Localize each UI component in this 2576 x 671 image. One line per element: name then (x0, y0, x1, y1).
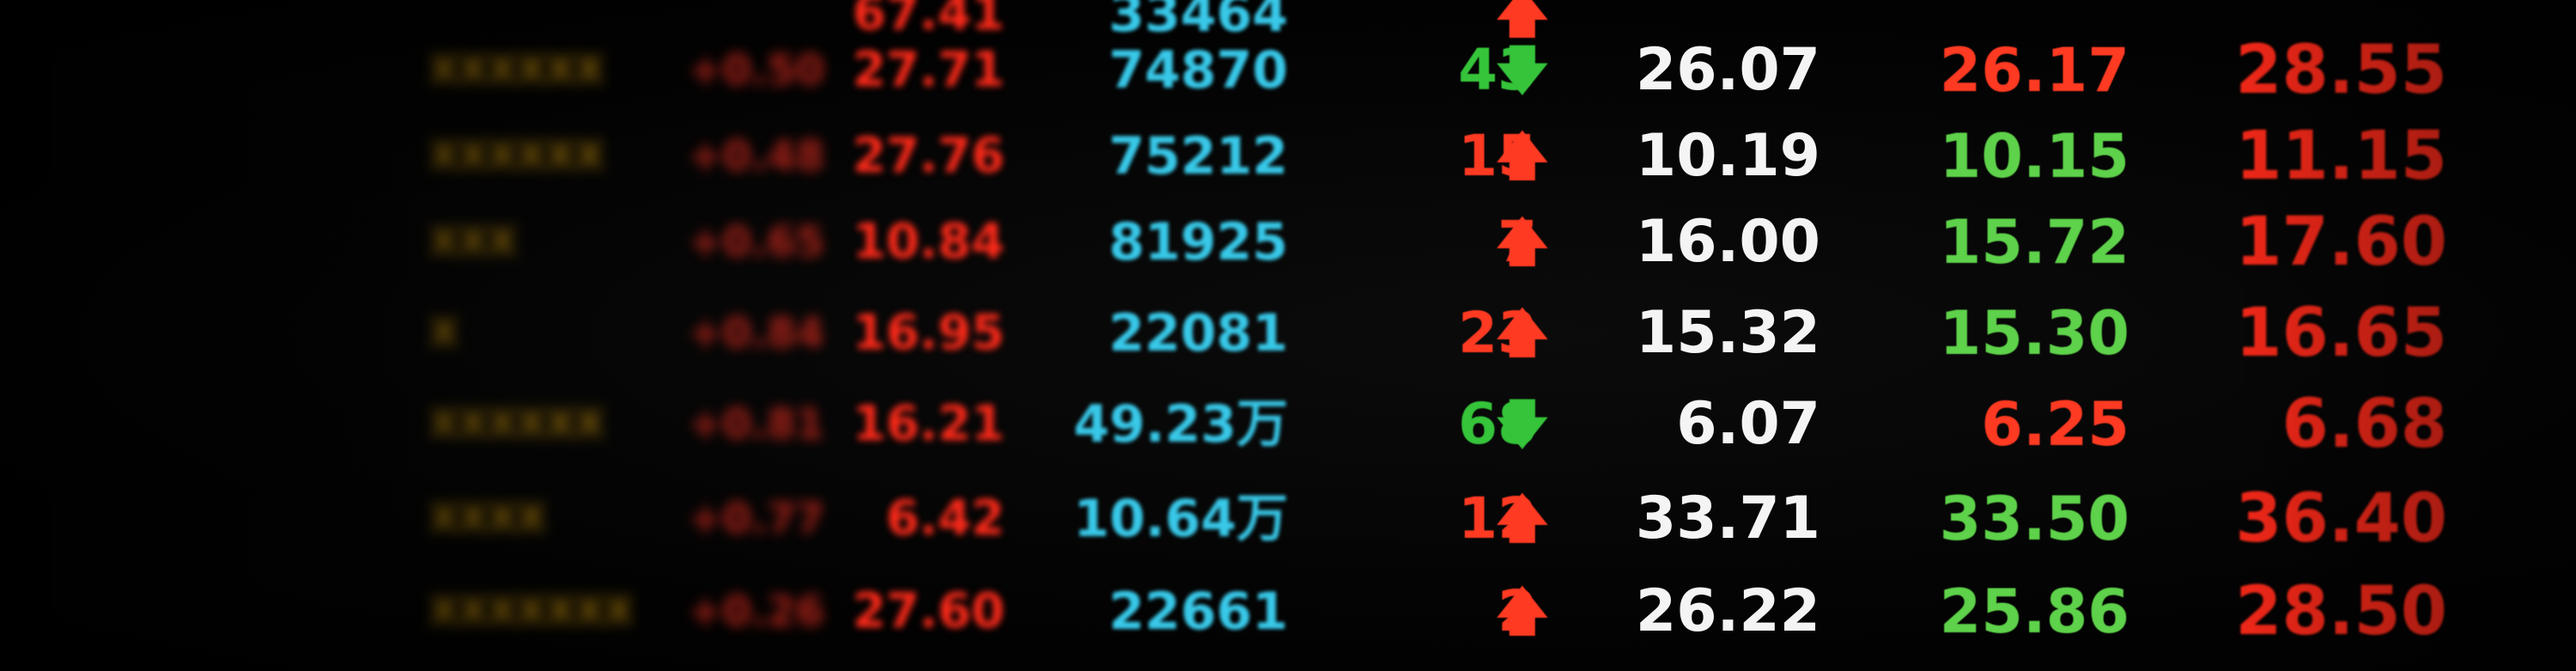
arrow-up-icon: 🡅 (1496, 212, 1549, 272)
high-price: 15.30 (1939, 298, 2129, 369)
volume: 75212 (1109, 126, 1288, 186)
volume: 22081 (1109, 303, 1288, 363)
last-price: 10.84 (852, 214, 1005, 270)
price-change: +0.77 (688, 495, 824, 543)
open-price: 10.19 (1635, 122, 1820, 190)
low-price: 36.40 (2235, 480, 2447, 558)
price-change: +0.84 (688, 309, 824, 357)
arrow-up-icon: 🡅 (1496, 126, 1549, 186)
stock-code: XXXXXX (429, 402, 605, 446)
arrow-down-icon: 🡇 (1496, 40, 1549, 101)
open-price: 33.71 (1635, 485, 1820, 552)
ticker-row: XXXXXX +0.81 16.21 49.23万 68 6.07 6.25 6.68 🡇 (0, 376, 2576, 473)
low-price: 11.15 (2235, 118, 2447, 195)
ticker-row: XXX +0.65 10.84 81925 7 16.00 15.72 17.60 🡅 (0, 194, 2576, 290)
stock-code: X (429, 311, 459, 355)
stock-name (52, 285, 378, 381)
stock-code: XXXXXX (429, 48, 605, 92)
open-price: 26.07 (1635, 36, 1820, 104)
high-price: 6.25 (1981, 389, 2129, 460)
volume: 10.64万 (1073, 489, 1288, 549)
open-price: 26.22 (1635, 577, 1820, 645)
price-change: +0.50 (688, 46, 824, 95)
low-price: 28.55 (2235, 32, 2447, 109)
low-price: 16.65 (2235, 295, 2447, 372)
stock-name (52, 22, 378, 119)
ticker-row: X +0.84 16.95 22081 23 15.32 15.30 16.65 🡅 (0, 285, 2576, 381)
open-price: 6.07 (1676, 390, 1820, 458)
arrow-up-icon: 🡅 (1496, 582, 1549, 642)
high-price: 25.86 (1939, 576, 2129, 647)
ticker-row: XXXXXXX +0.26 27.60 22661 2 26.22 25.86 28.50 🡅 (0, 564, 2576, 660)
low-price: 28.50 (2235, 573, 2447, 650)
high-price: 10.15 (1939, 121, 2129, 192)
last-price: 27.60 (852, 583, 1005, 639)
high-price: 15.72 (1939, 207, 2129, 278)
stock-code: XXX (429, 220, 517, 264)
volume: 49.23万 (1073, 394, 1288, 454)
ticker-row: XXXXXX +0.50 27.71 74870 43 26.07 26.17 28.55 🡇 (0, 22, 2576, 119)
low-price: 6.68 (2281, 386, 2447, 463)
price-change: +0.48 (688, 132, 824, 180)
volume: 74870 (1109, 40, 1288, 101)
last-price: 6.42 (885, 491, 1005, 546)
price-change: +0.26 (688, 588, 824, 636)
high-price: 33.50 (1939, 484, 2129, 554)
ticker-row: XXXX +0.77 6.42 10.64万 12 33.71 33.50 36.40 🡅 (0, 471, 2576, 567)
arrow-down-icon: 🡇 (1496, 394, 1549, 454)
volume: 81925 (1109, 212, 1288, 272)
arrow-up-icon: 🡅 (1496, 489, 1549, 549)
stock-code: XXXXXXX (429, 589, 634, 633)
stock-name (52, 471, 378, 567)
price-change: +0.81 (688, 400, 824, 448)
price-change: +0.65 (688, 218, 824, 266)
last-price: 27.71 (852, 42, 1005, 98)
stock-name (52, 108, 378, 204)
last-price: 27.76 (852, 128, 1005, 184)
ticker-row: XXXXXX +0.48 27.76 75212 15 10.19 10.15 11.15 🡅 (0, 108, 2576, 204)
stock-name (52, 194, 378, 290)
stock-name (52, 376, 378, 473)
last-price: 16.95 (852, 305, 1005, 361)
last-price: 16.21 (852, 396, 1005, 452)
stock-code: XXXXXX (429, 134, 605, 178)
arrow-up-icon: 🡅 (1496, 303, 1549, 363)
high-price: 26.17 (1939, 35, 2129, 106)
stock-code: XXXX (429, 497, 546, 540)
open-price: 16.00 (1635, 208, 1820, 276)
open-price: 15.32 (1635, 299, 1820, 367)
low-price: 17.60 (2235, 204, 2447, 281)
stock-name (52, 564, 378, 660)
volume: 22661 (1109, 582, 1288, 642)
